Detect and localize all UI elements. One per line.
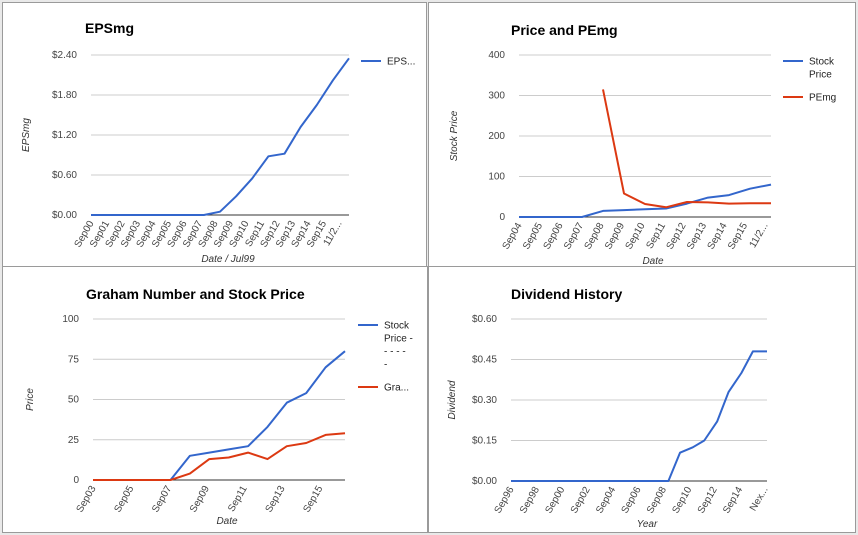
eps-legend-label-1: EPS... xyxy=(387,57,415,68)
dividend-x-tick-label: Sep02 xyxy=(569,485,593,516)
price-pe-y-tick-label: 100 xyxy=(488,172,505,183)
eps-chart: EPSmg$0.00$0.60$1.20$1.80$2.40Sep00Sep01… xyxy=(21,20,415,265)
price-pe-y-tick-label: 400 xyxy=(488,50,505,61)
dividend-x-axis-label: Year xyxy=(637,519,658,530)
graham-x-tick-label: Sep11 xyxy=(226,484,250,514)
graham-y-tick-label: 25 xyxy=(68,435,80,446)
dividend-chart-panel: Dividend History $0.00 $0.15 $0.30 $0.45 $0.6… xyxy=(428,266,856,533)
eps-chart-panel: EPSmg $0.00 $0.60 $1.20 $1.80 $2.40 Sep00 Sep01… xyxy=(2,2,427,267)
dividend-y-tick-label: $0.15 xyxy=(472,436,497,447)
graham-y-tick-label: 50 xyxy=(68,395,80,406)
graham-x-axis-label: Date xyxy=(216,516,238,527)
eps-x-axis-label: Date / Jul99 xyxy=(201,254,255,265)
price-pe-chart: Price and PEmg0100200300400Sep04Sep05Sep… xyxy=(449,22,836,267)
eps-y-tick-label: $0.60 xyxy=(52,170,77,181)
graham-x-tick-label: Sep07 xyxy=(150,484,174,515)
graham-series-line-2 xyxy=(93,432,346,481)
dividend-y-tick-label: $0.60 xyxy=(472,314,497,325)
graham-y-tick-label: 75 xyxy=(68,354,80,365)
price-pe-y-tick-label: 200 xyxy=(488,131,505,142)
dividend-x-tick-label: Sep96 xyxy=(493,485,517,516)
graham-chart-title: Graham Number and Stock Price xyxy=(86,286,305,302)
eps-y-tick-label: $1.80 xyxy=(52,90,77,101)
graham-x-tick-label: Sep09 xyxy=(188,484,212,515)
dividend-x-tick-label: Sep06 xyxy=(620,485,644,516)
price-pe-y-axis-label: Stock Price xyxy=(449,110,460,161)
eps-y-tick-label: $1.20 xyxy=(52,130,77,141)
graham-chart: Graham Number and Stock Price 0 25 50 75 100 S… xyxy=(25,286,413,527)
dividend-chart: Dividend History $0.00 $0.15 $0.30 $0.45 $0.6… xyxy=(447,286,771,530)
price-pe-series-line-2 xyxy=(602,89,771,209)
dividend-y-tick-label: $0.45 xyxy=(472,355,497,366)
price-pe-chart-panel: Price and PEmg 0 100 200 300 400 Sep04 Sep05 Sep… xyxy=(428,2,856,267)
dividend-y-axis-label: Dividend xyxy=(447,380,458,419)
eps-series-line-1 xyxy=(91,57,350,216)
graham-x-tick-label: Sep15 xyxy=(301,484,325,515)
graham-legend-label-2: Gra... xyxy=(384,383,409,394)
price-pe-y-tick-label: 0 xyxy=(499,212,505,223)
graham-x-tick-label: Sep03 xyxy=(75,484,99,515)
graham-y-tick-label: 100 xyxy=(62,314,79,325)
dividend-y-tick-label: $0.30 xyxy=(472,395,497,406)
dividend-x-tick-label: Sep08 xyxy=(645,485,669,516)
graham-x-tick-label: Sep13 xyxy=(264,484,288,515)
graham-y-tick-label: 0 xyxy=(73,475,79,486)
dividend-x-tick-label: Sep12 xyxy=(696,485,720,516)
dividend-y-tick-label: $0.00 xyxy=(472,476,497,487)
dividend-x-tick-label: Sep14 xyxy=(721,485,745,516)
price-pe-x-tick-label: Sep10 xyxy=(624,221,648,252)
dividend-series-line-1 xyxy=(511,350,767,482)
price-pe-x-axis-label: Date xyxy=(642,256,664,267)
price-pe-y-tick-label: 300 xyxy=(488,91,505,102)
dividend-x-tick-label: Nex... xyxy=(748,485,771,513)
eps-y-axis-label: EPSmg xyxy=(21,118,32,152)
dividend-x-tick-label: Sep00 xyxy=(543,485,567,516)
dividend-x-tick-label: Sep10 xyxy=(670,485,694,516)
price-pe-legend-label-1: Stock Price xyxy=(809,57,835,81)
eps-y-tick-label: $2.40 xyxy=(52,50,77,61)
eps-chart-title: EPSmg xyxy=(85,20,134,36)
price-pe-x-tick-label: Sep15 xyxy=(726,221,750,252)
dividend-x-tick-label: Sep98 xyxy=(518,485,542,516)
graham-y-axis-label: Price xyxy=(25,388,36,411)
graham-chart-panel: Graham Number and Stock Price 0 25 50 75 100 S… xyxy=(2,266,428,533)
graham-series-line-1 xyxy=(93,350,346,481)
dividend-x-tick-label: Sep04 xyxy=(594,485,618,516)
dividend-chart-title: Dividend History xyxy=(511,286,622,302)
price-pe-legend-label-2: PEmg xyxy=(809,93,836,104)
graham-x-tick-label: Sep05 xyxy=(112,484,136,515)
price-pe-x-tick-label: 11/2... xyxy=(748,221,771,250)
graham-legend-label-1: Stock Price -- - - -- xyxy=(384,321,413,371)
price-pe-series-line-1 xyxy=(519,183,772,218)
price-pe-chart-title: Price and PEmg xyxy=(511,22,618,38)
eps-y-tick-label: $0.00 xyxy=(52,210,77,221)
